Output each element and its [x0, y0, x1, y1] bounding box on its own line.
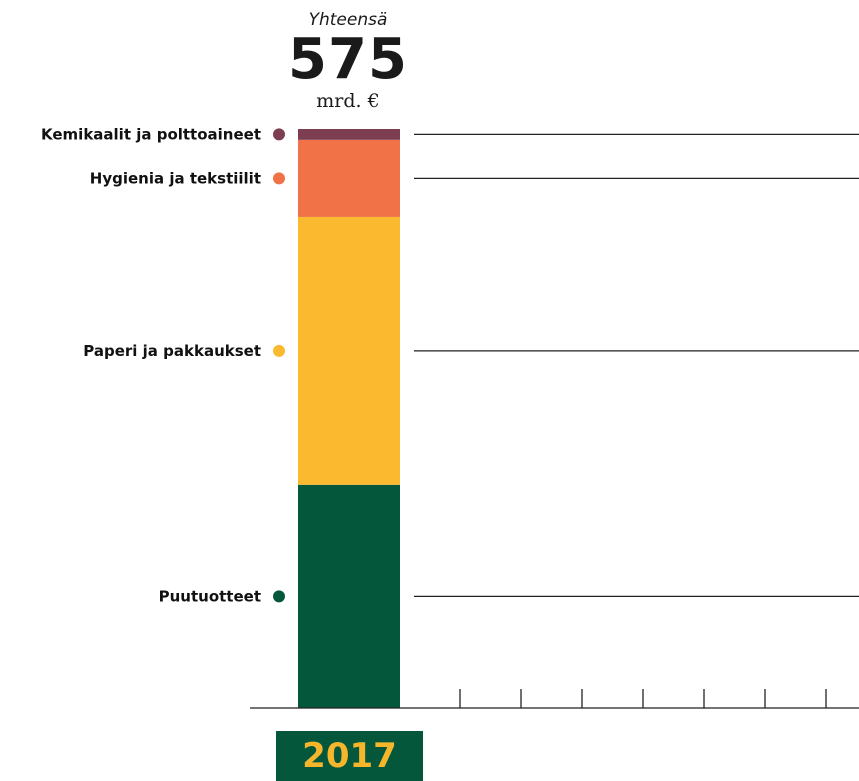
total-unit: mrd. € — [316, 90, 380, 112]
bar-segment-puutuotteet — [298, 484, 400, 708]
segment-label-puutuotteet: Puutuotteet — [159, 587, 261, 605]
segment-label-kemikaalit-ja-polttoaineet: Kemikaalit ja polttoaineet — [41, 125, 261, 143]
bar-segment-kemikaalit-ja-polttoaineet — [298, 129, 400, 140]
legend-dot-kemikaalit-ja-polttoaineet — [273, 128, 285, 141]
segment-label-paperi-ja-pakkaukset: Paperi ja pakkaukset — [83, 342, 261, 360]
year-badge: 2017 — [276, 731, 423, 781]
legend-dot-puutuotteet — [273, 590, 285, 603]
legend-dot-paperi-ja-pakkaukset — [273, 344, 285, 357]
bar-segment-hygienia-ja-tekstiilit — [298, 139, 400, 217]
segment-label-hygienia-ja-tekstiilit: Hygienia ja tekstiilit — [90, 169, 261, 187]
total-value: 575 — [288, 27, 408, 92]
bar-segment-paperi-ja-pakkaukset — [298, 216, 400, 485]
total-label: Yhteensä — [308, 10, 388, 30]
legend-dot-hygienia-ja-tekstiilit — [273, 172, 285, 185]
year-label: 2017 — [302, 736, 397, 776]
